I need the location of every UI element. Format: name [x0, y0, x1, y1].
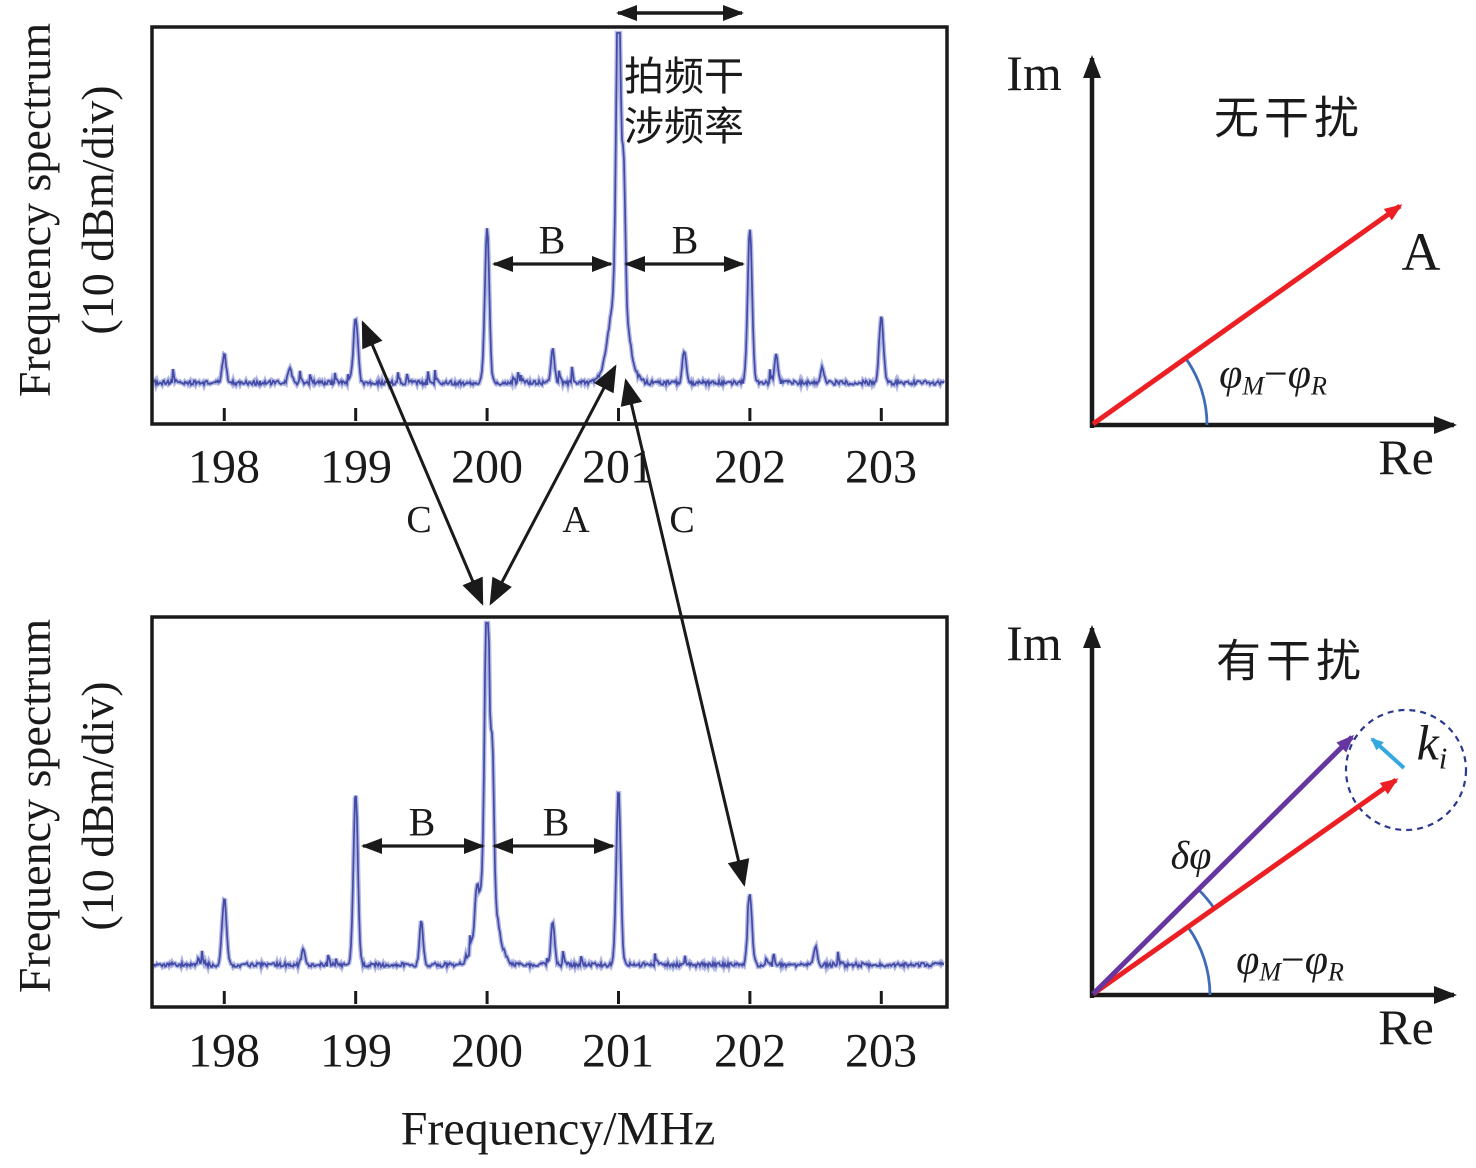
bottom-y-axis-label-line2: (10 dBm/div) [72, 681, 123, 931]
top-tick-200: 200 [451, 440, 523, 494]
spectrum-curve-halo-top [152, 30, 946, 394]
bottom-spectrum-frame [150, 615, 949, 1009]
phasor2-title: 有干扰 [1215, 636, 1367, 687]
phasor1-angle-arc [1184, 357, 1209, 426]
bottom-tick-202: 202 [714, 1024, 786, 1078]
x-axis-title: Frequency/MHz [400, 1102, 716, 1156]
phasor2-angle-arc [1186, 926, 1212, 996]
bottom-tick-198: 198 [188, 1024, 260, 1078]
phasor2-angle-label: φM−φR [1236, 937, 1344, 987]
top-tick-198: 198 [188, 440, 260, 494]
b-label-bottom-right: B [542, 799, 570, 845]
b-label-bottom-left: B [408, 799, 436, 845]
axis-tick-marks [222, 408, 883, 1004]
phasor1-vector-a-label: A [1401, 222, 1441, 282]
phasor1-vector-a [1091, 203, 1403, 427]
top-tick-203: 203 [845, 440, 917, 494]
phi-m-symbol: φ [1219, 351, 1243, 398]
link-arrow-c-right [620, 378, 750, 887]
b-label-top-right: B [671, 217, 699, 263]
phasor2-vector-red [1091, 777, 1399, 997]
bottom-tick-200: 200 [451, 1024, 523, 1078]
spectrum-curve-top [153, 32, 945, 389]
top-tick-202: 202 [714, 440, 786, 494]
bottom-tick-199: 199 [320, 1024, 392, 1078]
phasor2-im-label: Im [1006, 615, 1062, 671]
beat-frequency-annotation: 拍频干 涉频率 [624, 52, 744, 152]
beat-annotation-line1: 拍频干 [624, 54, 744, 99]
phasor1-angle-label: φM−φR [1219, 351, 1327, 401]
phasor1-im-label: Im [1006, 45, 1062, 101]
link-arrow-a [489, 364, 617, 606]
beat-annotation-line2: 涉频率 [624, 104, 744, 149]
delta-phi-label: δφ [1170, 832, 1212, 878]
phasor1-re-label: Re [1378, 429, 1434, 485]
top-y-axis-label-line1: Frequency spectrum [9, 22, 60, 398]
b-label-top-left: B [538, 217, 566, 263]
phasor2-re-label: Re [1378, 999, 1434, 1055]
interference-circle [1344, 708, 1468, 832]
interference-vector-ki [1370, 737, 1406, 770]
link-label-c-right: C [669, 499, 695, 541]
spectrum-curve-bottom [153, 622, 944, 971]
link-arrow-c-left [361, 320, 484, 606]
top-y-axis-label: Frequency spectrum (10 dBm/div) [3, 23, 129, 397]
bottom-tick-201: 201 [582, 1024, 654, 1078]
ki-vector-label: ki [1416, 714, 1448, 776]
phasor2-delta-arc [1197, 888, 1216, 909]
link-label-a: A [562, 499, 590, 541]
top-tick-199: 199 [320, 440, 392, 494]
top-y-axis-label-line2: (10 dBm/div) [72, 85, 123, 335]
top-tick-201: 201 [582, 440, 654, 494]
phasor1-title: 无干扰 [1213, 93, 1365, 144]
bottom-y-axis-label: Frequency spectrum (10 dBm/div) [3, 619, 129, 993]
phasor2-vector-purple [1091, 734, 1355, 996]
bottom-tick-203: 203 [845, 1024, 917, 1078]
phi-r-symbol: φ [1287, 351, 1311, 398]
bottom-y-axis-label-line1: Frequency spectrum [9, 618, 60, 994]
link-label-c-left: C [406, 499, 432, 541]
spectrum-curve-halo-bottom [151, 620, 945, 976]
